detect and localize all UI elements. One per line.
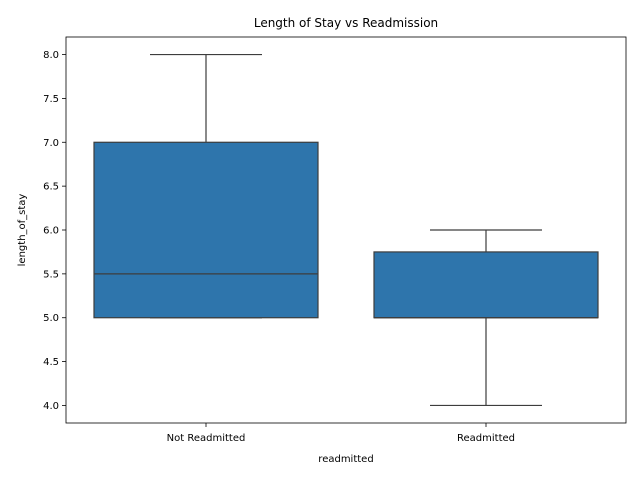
box-readmitted <box>373 251 599 319</box>
plot-area: 4.0 4.5 5.0 5.5 6.0 6.5 7.0 7.5 8.0 Not Readmitte… <box>43 50 599 444</box>
x-tick-label: Readmitted <box>457 433 515 444</box>
box-not-readmitted <box>93 141 319 319</box>
chart-title: Length of Stay vs Readmission <box>254 16 438 30</box>
y-tick-label: 8.0 <box>43 50 59 61</box>
y-tick-label: 7.5 <box>43 94 59 105</box>
y-tick-label: 4.5 <box>43 357 59 368</box>
y-tick-label: 6.0 <box>43 226 59 237</box>
y-tick-label: 4.0 <box>43 401 59 412</box>
plot-frame <box>65 36 627 424</box>
y-tick-label: 7.0 <box>43 138 59 149</box>
y-axis-label: length_of_stay <box>17 194 28 267</box>
y-tick-label: 5.5 <box>43 269 59 280</box>
x-tick-label: Not Readmitted <box>167 433 246 444</box>
y-tick-label: 6.5 <box>43 182 59 193</box>
x-axis-label: readmitted <box>318 454 373 465</box>
y-tick-label: 5.0 <box>43 313 59 324</box>
